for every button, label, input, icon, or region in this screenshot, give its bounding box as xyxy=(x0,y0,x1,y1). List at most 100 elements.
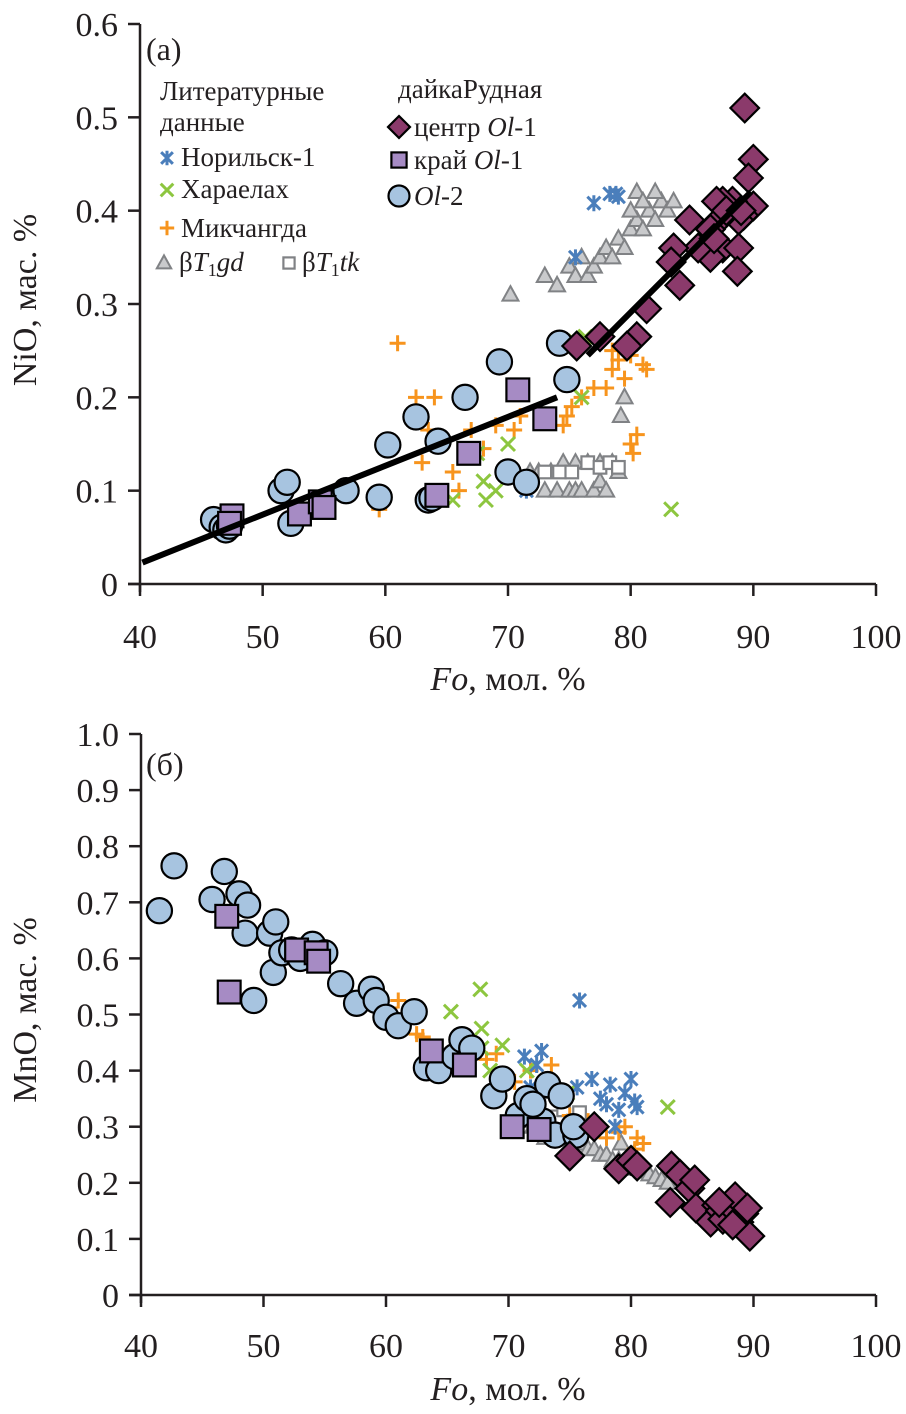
data-point-rim xyxy=(306,948,332,974)
y-tick-label: 0.1 xyxy=(77,1222,120,1259)
data-point-rim xyxy=(499,1114,525,1140)
data-point-mikchangda xyxy=(555,417,572,434)
data-point-ol2 xyxy=(400,997,428,1026)
legend: Литературные данные дайкаРудная Норильск… xyxy=(155,74,542,280)
panel-a-x-axis-title: Fo, мол. % xyxy=(429,661,585,698)
data-point-ol2 xyxy=(451,383,479,412)
y-tick-label: 0 xyxy=(102,1278,119,1315)
panel-a-x-title-italic: Fo xyxy=(429,661,468,698)
data-point-rim xyxy=(418,1038,444,1064)
data-point-norilsk xyxy=(611,1101,627,1118)
data-point-kharaelakh xyxy=(663,501,680,518)
data-point-center xyxy=(611,330,643,362)
y-tick-label: 0.5 xyxy=(77,998,120,1035)
data-point-ol2 xyxy=(512,468,541,496)
legend-label-suffix: gd xyxy=(217,247,245,277)
data-point-center xyxy=(703,1186,736,1219)
y-tick-label: 0.2 xyxy=(76,380,119,417)
data-point-ol2 xyxy=(145,897,174,925)
panel-a-points xyxy=(199,92,770,544)
data-point-kharaelakh xyxy=(472,981,489,998)
open-square-marker-icon xyxy=(282,256,296,270)
x-tick-label: 40 xyxy=(123,619,157,656)
panel-b-label: (б) xyxy=(146,746,184,782)
data-point-norilsk xyxy=(529,1056,545,1073)
data-point-mikchangda xyxy=(598,380,615,396)
data-point-rim xyxy=(456,440,482,466)
data-point-norilsk xyxy=(598,1096,615,1113)
legend-label-sub: 1 xyxy=(331,260,340,280)
y-tick-label: 0.3 xyxy=(77,1110,120,1147)
y-tick-label: 0.8 xyxy=(77,829,120,866)
data-point-gd xyxy=(620,200,641,218)
panel-a-label: (a) xyxy=(146,31,182,67)
data-point-mikchangda xyxy=(628,426,645,443)
legend-label-suffix: -1 xyxy=(501,145,524,175)
y-tick-label: 0.6 xyxy=(76,7,119,44)
panel-a-x-ticks: 40 50 60 70 80 90 100 xyxy=(123,584,902,656)
data-point-gd xyxy=(547,274,567,293)
legend-label-suffix: tk xyxy=(340,247,361,277)
data-point-center xyxy=(716,1209,749,1241)
data-point-center xyxy=(655,246,688,278)
legend-item-rim-ol1: край Ol-1 xyxy=(390,145,523,175)
y-tick-label: 0 xyxy=(101,567,118,604)
data-point-mikchangda xyxy=(598,1129,615,1146)
data-point-gd xyxy=(645,181,665,199)
y-tick-label: 1.0 xyxy=(77,717,120,754)
legend-item-center-ol1: центр Ol-1 xyxy=(386,112,537,142)
panel-a: 00.10.20.30.40.50.6 40 50 60 70 80 90 100 (a) … xyxy=(7,7,902,698)
series-tk xyxy=(537,455,626,480)
x-marker-icon xyxy=(159,182,175,198)
legend-label-text: край xyxy=(414,145,474,175)
legend-label: Микчангда xyxy=(181,213,307,243)
legend-label-suffix: -2 xyxy=(441,181,464,211)
data-point-gd xyxy=(627,209,647,227)
legend-label-italic: T xyxy=(316,247,333,277)
panel-b-x-title-rest: , мол. % xyxy=(468,1371,585,1408)
data-point-kharaelakh xyxy=(518,1062,535,1079)
x-tick-label: 80 xyxy=(614,1328,648,1365)
data-point-gd xyxy=(663,190,684,209)
data-point-mikchangda xyxy=(389,335,406,352)
x-tick-label: 60 xyxy=(369,1328,403,1365)
data-point-gd xyxy=(651,190,672,209)
data-point-gd xyxy=(611,1132,631,1151)
data-point-ol2 xyxy=(485,348,514,376)
data-point-ol2 xyxy=(547,1082,575,1110)
legend-label-text: центр xyxy=(414,112,487,142)
y-tick-label: 0.6 xyxy=(77,941,120,978)
legend-marker-kharaelakh xyxy=(159,182,175,198)
data-point-ol2 xyxy=(402,403,430,431)
data-point-mikchangda xyxy=(390,992,407,1009)
legend-label: край Ol-1 xyxy=(414,145,523,175)
panel-a-x-title-rest: , мол. % xyxy=(468,661,585,698)
data-point-gd xyxy=(645,209,665,227)
data-point-mikchangda xyxy=(638,361,655,378)
data-point-rim xyxy=(451,1052,477,1078)
data-point-mikchangda xyxy=(408,389,424,406)
data-point-kharaelakh xyxy=(442,1003,459,1020)
legend-label: Норильск-1 xyxy=(181,142,315,172)
legend-marker-ol2 xyxy=(387,184,411,208)
trendline-2 xyxy=(585,189,754,358)
data-point-kharaelakh xyxy=(487,482,504,499)
data-point-kharaelakh xyxy=(573,389,590,406)
data-point-center xyxy=(553,1140,586,1172)
data-point-tk xyxy=(610,459,626,475)
data-point-rim xyxy=(214,903,240,929)
data-point-center xyxy=(731,1192,764,1224)
plus-marker-icon xyxy=(159,220,175,236)
data-point-gd xyxy=(590,470,610,489)
series-mikchangda xyxy=(371,335,655,518)
data-point-gd xyxy=(611,405,631,423)
legend-group-literature-line2: данные xyxy=(160,107,245,137)
data-point-gd xyxy=(578,265,598,283)
data-point-gd xyxy=(608,228,629,246)
data-point-rim xyxy=(532,406,558,432)
x-tick-label: 50 xyxy=(246,619,280,656)
data-point-ol2 xyxy=(519,1090,547,1118)
data-point-gd xyxy=(571,480,592,498)
data-point-gd xyxy=(657,200,678,218)
